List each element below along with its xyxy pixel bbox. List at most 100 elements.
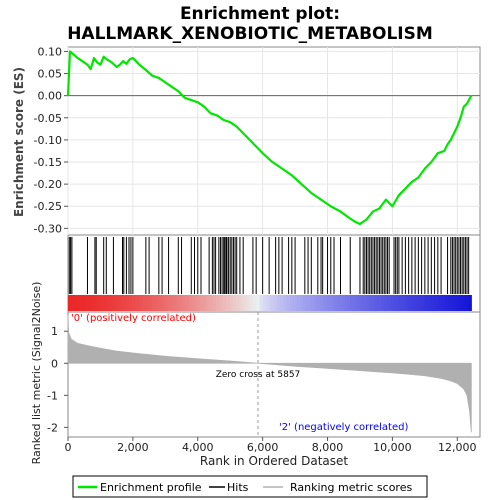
gradient-segment [78, 295, 83, 311]
es-y-tick-label: -0.25 [34, 200, 62, 213]
rank-y-tick-label: -2 [47, 421, 58, 434]
gradient-segment [306, 295, 311, 311]
gradient-segment [451, 295, 456, 311]
gradient-segment [118, 295, 123, 311]
gradient-segment [373, 295, 378, 311]
hit-markers [68, 237, 470, 294]
gradient-segment [346, 295, 351, 311]
gradient-segment [333, 295, 338, 311]
gradient-segment [427, 295, 432, 311]
gradient-segment [155, 295, 160, 311]
ranking-metric-area [67, 315, 472, 433]
legend-metric-label: Ranking metric scores [290, 481, 412, 494]
x-axis: 0 2,000 4,000 6,000 8,000 10,000 12,000 [65, 437, 477, 454]
gradient-segment [461, 295, 466, 311]
gradient-segment [336, 295, 341, 311]
gradient-segment [182, 295, 187, 311]
gradient-segment [377, 295, 382, 311]
gradient-segment [91, 295, 96, 311]
gradient-segment [141, 295, 146, 311]
gradient-segment [81, 295, 86, 311]
gradient-segment [188, 295, 193, 311]
es-y-tick-label: 0.00 [38, 90, 63, 103]
gradient-segment [457, 295, 462, 311]
gradient-segment [400, 295, 405, 311]
gradient-segment [363, 295, 368, 311]
gradient-segment [340, 295, 345, 311]
gradient-segment [192, 295, 197, 311]
gradient-segment [330, 295, 335, 311]
rank-y-tick-label: -1 [47, 389, 58, 402]
gradient-segment [94, 295, 99, 311]
es-y-tick-label: 0.05 [38, 68, 63, 81]
gradient-segment [269, 295, 274, 311]
gradient-segment [71, 295, 76, 311]
x-tick-label: 8,000 [312, 441, 344, 454]
gradient-segment [232, 295, 237, 311]
gradient-segment [125, 295, 130, 311]
es-y-tick-label: -0.10 [34, 134, 62, 147]
gradient-segment [437, 295, 442, 311]
gradient-segment [115, 295, 120, 311]
enrichment-profile-layer [66, 50, 473, 226]
legend-box [72, 475, 428, 498]
rank-y-tick-label: 1 [51, 325, 58, 338]
x-tick-label: 6,000 [247, 441, 279, 454]
gradient-segment [299, 295, 304, 311]
gradient-segment [138, 295, 143, 311]
gradient-segment [256, 295, 261, 311]
rank-y-axis-label: Ranked list metric (Signal2Noise) [30, 282, 43, 465]
gradient-segment [209, 295, 214, 311]
es-y-tick-label: -0.05 [34, 112, 62, 125]
gradient-segment [175, 295, 180, 311]
gradient-segment [387, 295, 392, 311]
gradient-segment [303, 295, 308, 311]
gradient-segment [88, 295, 93, 311]
gradient-segment [128, 295, 133, 311]
x-axis-label: Rank in Ordered Dataset [200, 454, 348, 468]
gradient-segment [424, 295, 429, 311]
gradient-segment [430, 295, 435, 311]
gradient-segment [74, 295, 79, 311]
rank-y-axis: 1 0 -1 -2 [47, 325, 68, 434]
gradient-segment [152, 295, 156, 311]
correlation-gradient-bar [68, 295, 472, 311]
gradient-segment [199, 295, 204, 311]
legend-profile-label: Enrichment profile [100, 481, 202, 494]
es-y-tick-label: 0.10 [38, 45, 63, 58]
gradient-segment [84, 295, 89, 311]
gradient-segment [131, 295, 136, 311]
gradient-segment [212, 295, 217, 311]
gradient-segment [225, 295, 230, 311]
gradient-segment [266, 295, 271, 311]
es-y-axis: 0.10 0.05 0.00 -0.05 -0.10 -0.15 -0.20 -0.25 -0.… [34, 45, 68, 235]
gradient-segment [104, 295, 109, 311]
gradient-segment [249, 295, 254, 311]
gradient-segment [316, 295, 321, 311]
gradient-segment [242, 295, 247, 311]
positive-correlation-label: '0' (positively correlated) [71, 313, 196, 324]
gradient-segment [464, 295, 469, 311]
gradient-segment [444, 295, 449, 311]
plot-subtitle: HALLMARK_XENOBIOTIC_METABOLISM [67, 24, 433, 44]
gradient-segment [407, 295, 412, 311]
gradient-segment [323, 295, 328, 311]
gradient-segment [145, 295, 150, 311]
gradient-segment [236, 295, 241, 311]
gradient-segment [205, 295, 210, 311]
gradient-segment [108, 295, 113, 311]
gradient-segment [165, 295, 170, 311]
gradient-segment [178, 295, 183, 311]
gradient-segment [276, 295, 281, 311]
gradient-segment [404, 295, 409, 311]
gradient-segment [239, 295, 244, 311]
gradient-segment [370, 295, 375, 311]
gradient-segment [441, 295, 446, 311]
gradient-segment [215, 295, 220, 311]
gradient-segment [172, 295, 177, 311]
plot-title: Enrichment plot: [180, 4, 340, 24]
gradient-segment [296, 295, 301, 311]
x-tick-label: 12,000 [438, 441, 477, 454]
x-tick-label: 10,000 [373, 441, 412, 454]
